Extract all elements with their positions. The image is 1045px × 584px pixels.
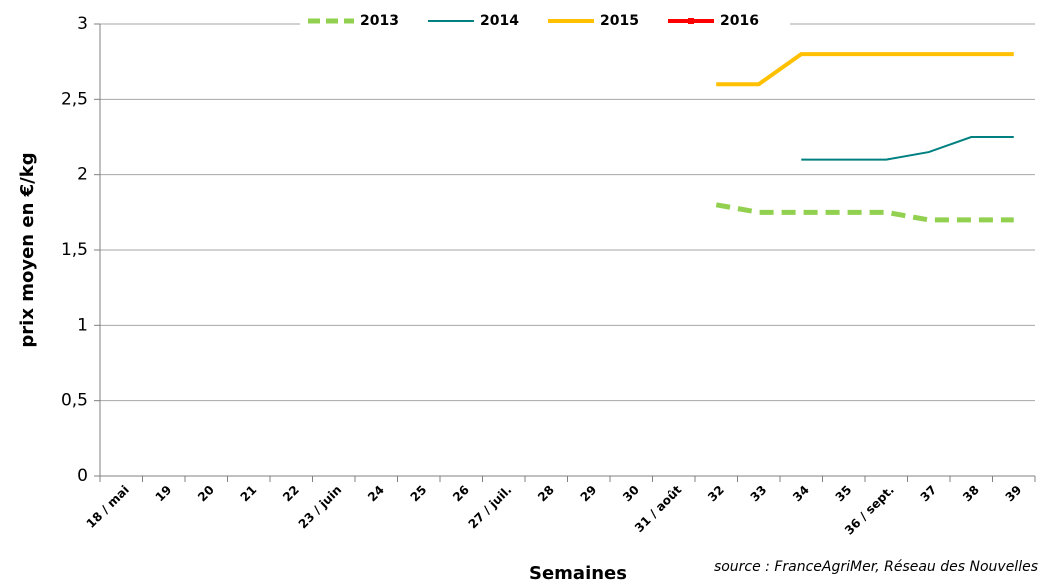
x-tick-label: 24 (365, 483, 387, 505)
x-tick-label: 33 (748, 483, 770, 505)
y-tick-label: 3 (77, 14, 88, 34)
x-tick-label: 25 (408, 483, 430, 505)
x-tick-label: 39 (1003, 483, 1025, 505)
x-tick-label: 30 (620, 483, 642, 505)
x-tick-label: 26 (450, 483, 472, 505)
legend-label: 2013 (360, 13, 399, 29)
series-line (715, 202, 1014, 223)
y-axis-label: prix moyen en €/kg (17, 152, 38, 347)
legend: 2013 2014 2015 2016 (300, 8, 790, 34)
x-tick-label: 22 (280, 483, 302, 505)
x-tick-label: 27 / juil. (466, 483, 515, 532)
x-tick-label: 37 (918, 483, 940, 505)
series-line (716, 52, 1014, 87)
x-tick-label: 34 (790, 483, 812, 505)
y-tick-label: 2,5 (61, 89, 88, 109)
x-tick-label: 20 (195, 483, 217, 505)
legend-marker (688, 18, 694, 24)
x-tick-label: 18 / mai (84, 483, 132, 531)
x-tick-label: 29 (578, 483, 600, 505)
legend-label: 2014 (480, 13, 519, 29)
x-tick-label: 38 (960, 483, 982, 505)
x-tick-label: 32 (705, 483, 727, 505)
series-line (801, 136, 1014, 161)
y-tick-label: 2 (77, 165, 88, 185)
x-tick-label: 28 (535, 483, 557, 505)
x-axis-label: Semaines (529, 563, 627, 584)
x-tick-label: 31 / août (632, 483, 685, 536)
legend-label: 2016 (720, 13, 759, 29)
source-note: source : FranceAgriMer, Réseau des Nouve… (714, 559, 1038, 575)
x-tick-label: 19 (153, 483, 175, 505)
y-tick-label: 1 (77, 315, 88, 335)
legend-label: 2015 (600, 13, 639, 29)
x-tick-label: 21 (238, 483, 260, 505)
y-tick-label: 0 (77, 466, 88, 486)
x-tick-label: 23 / juin (296, 483, 345, 532)
y-tick-label: 0,5 (61, 391, 88, 411)
x-tick-label: 35 (833, 483, 855, 505)
y-tick-label: 1,5 (61, 240, 88, 260)
